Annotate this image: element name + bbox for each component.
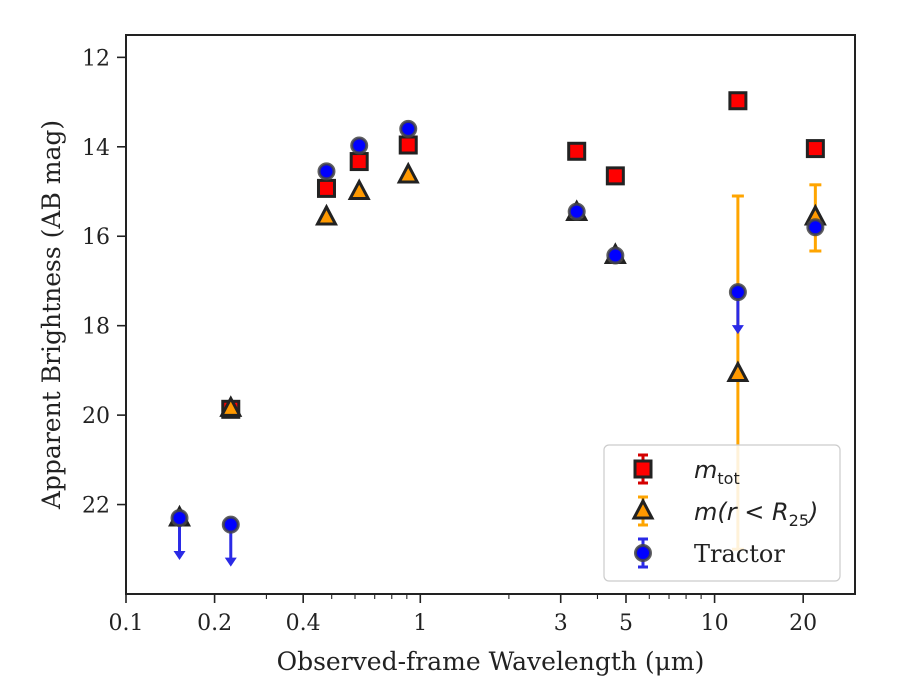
triangle-marker [314, 203, 338, 226]
legend-circle-marker [634, 544, 652, 562]
data-points [168, 91, 827, 534]
y-tick-label: 20 [82, 404, 110, 429]
x-tick-label: 10 [701, 611, 729, 636]
y-tick-label: 18 [82, 315, 110, 340]
legend-triangle-marker [631, 497, 655, 520]
y-tick-label: 14 [82, 136, 110, 161]
legend-label: m(r < R25) [694, 498, 818, 530]
x-tick-label: 0.4 [286, 611, 321, 636]
y-tick-label: 22 [82, 494, 110, 519]
square-marker [349, 152, 369, 172]
circle-marker [221, 515, 240, 534]
circle-marker [317, 162, 336, 181]
circle-marker [350, 136, 369, 155]
legend-label: mtot [694, 456, 740, 488]
circle-marker [728, 283, 747, 302]
x-tick-label: 20 [789, 611, 817, 636]
triangle-marker [347, 178, 371, 201]
upper-limit-arrow [731, 325, 744, 335]
legend-label: Tractor [694, 540, 785, 568]
y-tick-label: 16 [82, 225, 110, 250]
circle-marker [606, 246, 625, 265]
square-marker [316, 178, 336, 198]
y-axis: 12 14 16 18 20 22 [82, 46, 126, 519]
x-tick-label: 0.2 [197, 611, 232, 636]
circle-marker [567, 202, 586, 221]
square-marker [605, 166, 625, 186]
square-marker [805, 139, 825, 159]
plot-frame [125, 34, 856, 595]
x-axis: 0.1 0.2 0.4 1 3 5 10 20 [109, 594, 817, 636]
plot-marks [168, 91, 827, 567]
triangle-marker [726, 360, 750, 383]
triangle-marker [396, 161, 420, 184]
upper-limit-arrow [224, 557, 237, 567]
x-tick-label: 0.1 [109, 611, 144, 636]
legend: mtot m(r < R25) Tractor [603, 444, 841, 582]
square-marker [567, 141, 587, 161]
square-marker [728, 91, 748, 111]
x-axis-label: Observed-frame Wavelength (μm) [277, 647, 705, 676]
legend-square-marker [633, 459, 653, 479]
x-tick-label: 3 [554, 611, 568, 636]
circle-marker [399, 119, 418, 138]
square-marker [398, 135, 418, 155]
y-tick-label: 12 [82, 46, 110, 71]
legend-box [603, 444, 841, 582]
circle-marker [170, 508, 189, 527]
circle-marker [806, 218, 825, 237]
x-tick-label: 5 [619, 611, 633, 636]
triangle-marker [219, 395, 243, 417]
x-tick-label: 1 [413, 611, 427, 636]
upper-limit-arrow [173, 550, 186, 560]
y-axis-label: Apparent Brightness (AB mag) [37, 120, 66, 510]
